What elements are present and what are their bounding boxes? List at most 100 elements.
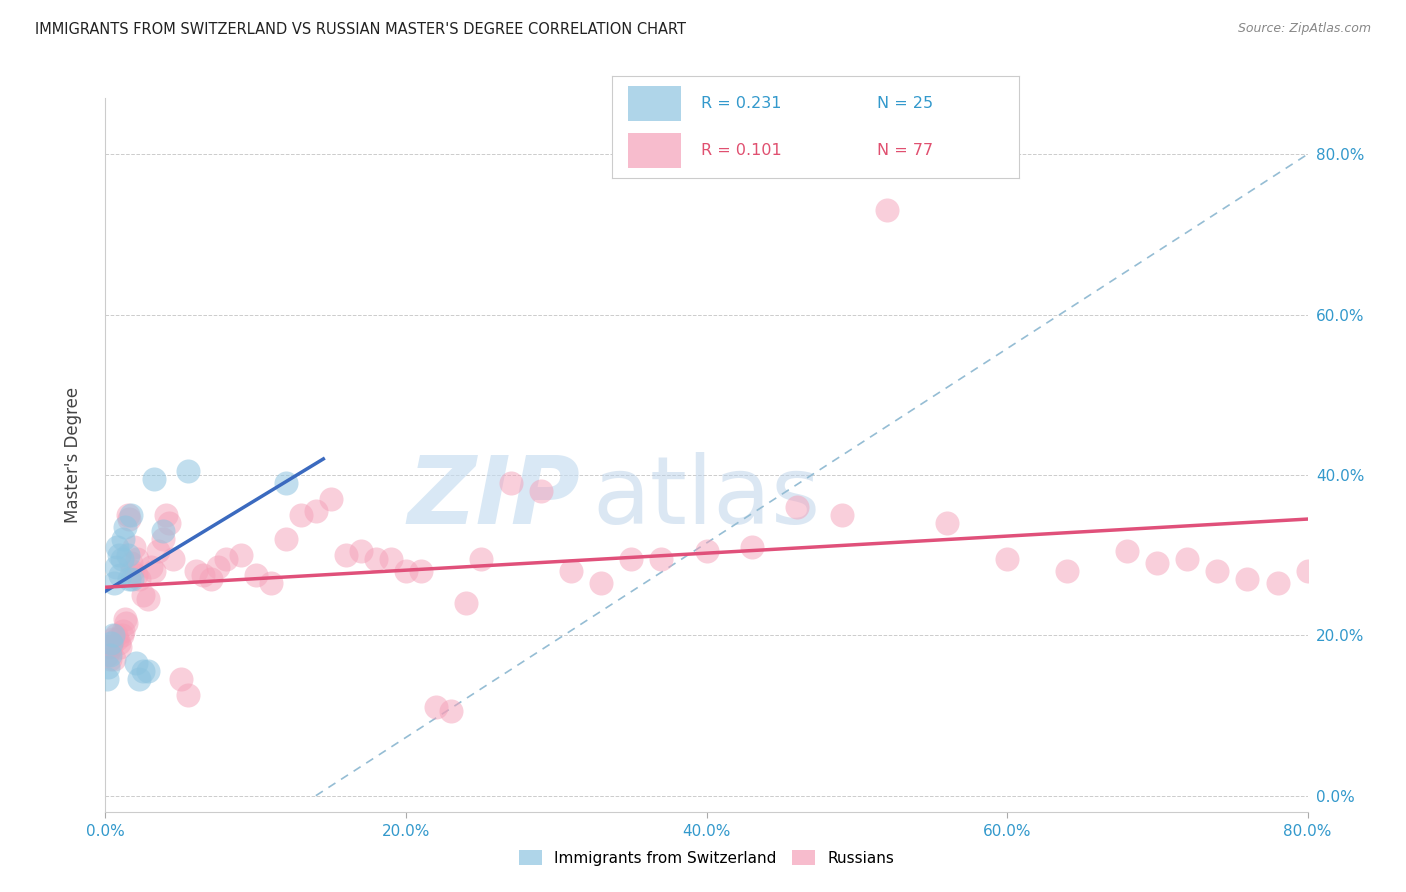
Point: [136, 665, 159, 679]
Point: [103, 652, 125, 666]
Point: [124, 568, 146, 582]
Point: [191, 568, 214, 582]
Text: ZIP: ZIP: [408, 451, 581, 544]
Point: [335, 548, 357, 562]
Point: [995, 552, 1018, 566]
Point: [114, 520, 136, 534]
Text: Source: ZipAtlas.com: Source: ZipAtlas.com: [1237, 22, 1371, 36]
Point: [110, 568, 132, 582]
Point: [152, 524, 174, 538]
Point: [110, 640, 132, 655]
Point: [1206, 564, 1229, 578]
Point: [112, 624, 135, 639]
Point: [121, 564, 143, 578]
Point: [454, 596, 477, 610]
Point: [128, 673, 150, 687]
Y-axis label: Master's Degree: Master's Degree: [63, 387, 82, 523]
Point: [96, 648, 118, 663]
Point: [245, 568, 267, 582]
Point: [380, 552, 402, 566]
Point: [409, 564, 432, 578]
Point: [117, 508, 139, 522]
Point: [876, 203, 898, 218]
Point: [103, 576, 125, 591]
Point: [132, 588, 155, 602]
Point: [200, 572, 222, 586]
Point: [108, 636, 131, 650]
Point: [591, 576, 613, 591]
Point: [169, 673, 191, 687]
Point: [1175, 552, 1198, 566]
Point: [100, 640, 122, 655]
Point: [114, 612, 136, 626]
Point: [440, 705, 463, 719]
Point: [364, 552, 387, 566]
Point: [177, 464, 200, 478]
Point: [101, 628, 124, 642]
Point: [274, 475, 297, 490]
Point: [319, 491, 342, 506]
Point: [115, 616, 138, 631]
Point: [107, 632, 129, 647]
Point: [1146, 556, 1168, 570]
Point: [125, 552, 148, 566]
Point: [184, 564, 207, 578]
Bar: [628, 87, 681, 121]
Point: [97, 640, 120, 655]
Point: [350, 544, 373, 558]
Point: [117, 548, 139, 562]
Point: [120, 508, 142, 522]
Point: [530, 483, 553, 498]
Point: [157, 516, 180, 530]
Point: [214, 552, 236, 566]
Point: [395, 564, 418, 578]
Point: [1296, 564, 1319, 578]
Bar: [628, 133, 681, 168]
Point: [132, 665, 155, 679]
Point: [146, 544, 169, 558]
Point: [470, 552, 492, 566]
Point: [229, 548, 252, 562]
Point: [121, 572, 143, 586]
Point: [136, 592, 159, 607]
Point: [425, 700, 447, 714]
Point: [111, 628, 134, 642]
Text: R = 0.231: R = 0.231: [702, 96, 782, 111]
Point: [741, 540, 763, 554]
Point: [1116, 544, 1139, 558]
Point: [96, 673, 118, 687]
Point: [104, 560, 127, 574]
Point: [1267, 576, 1289, 591]
Point: [97, 660, 120, 674]
Point: [560, 564, 582, 578]
Text: IMMIGRANTS FROM SWITZERLAND VS RUSSIAN MASTER'S DEGREE CORRELATION CHART: IMMIGRANTS FROM SWITZERLAND VS RUSSIAN M…: [35, 22, 686, 37]
Point: [112, 532, 135, 546]
Point: [620, 552, 643, 566]
Text: atlas: atlas: [592, 451, 821, 544]
Point: [124, 657, 146, 671]
Point: [104, 628, 127, 642]
Legend: Immigrants from Switzerland, Russians: Immigrants from Switzerland, Russians: [513, 844, 900, 871]
Point: [1236, 572, 1258, 586]
Point: [128, 572, 150, 586]
Point: [142, 564, 165, 578]
Point: [936, 516, 959, 530]
Text: R = 0.101: R = 0.101: [702, 144, 782, 158]
Point: [120, 556, 142, 570]
Point: [831, 508, 853, 522]
Point: [98, 648, 121, 663]
Point: [1056, 564, 1078, 578]
Point: [98, 652, 121, 666]
Text: N = 25: N = 25: [877, 96, 932, 111]
Point: [118, 572, 141, 586]
Point: [122, 540, 145, 554]
Point: [501, 475, 523, 490]
Point: [155, 508, 177, 522]
Point: [100, 636, 122, 650]
Point: [101, 632, 124, 647]
Point: [108, 548, 131, 562]
Point: [152, 532, 174, 546]
Point: [118, 512, 141, 526]
Point: [696, 544, 718, 558]
Point: [650, 552, 672, 566]
